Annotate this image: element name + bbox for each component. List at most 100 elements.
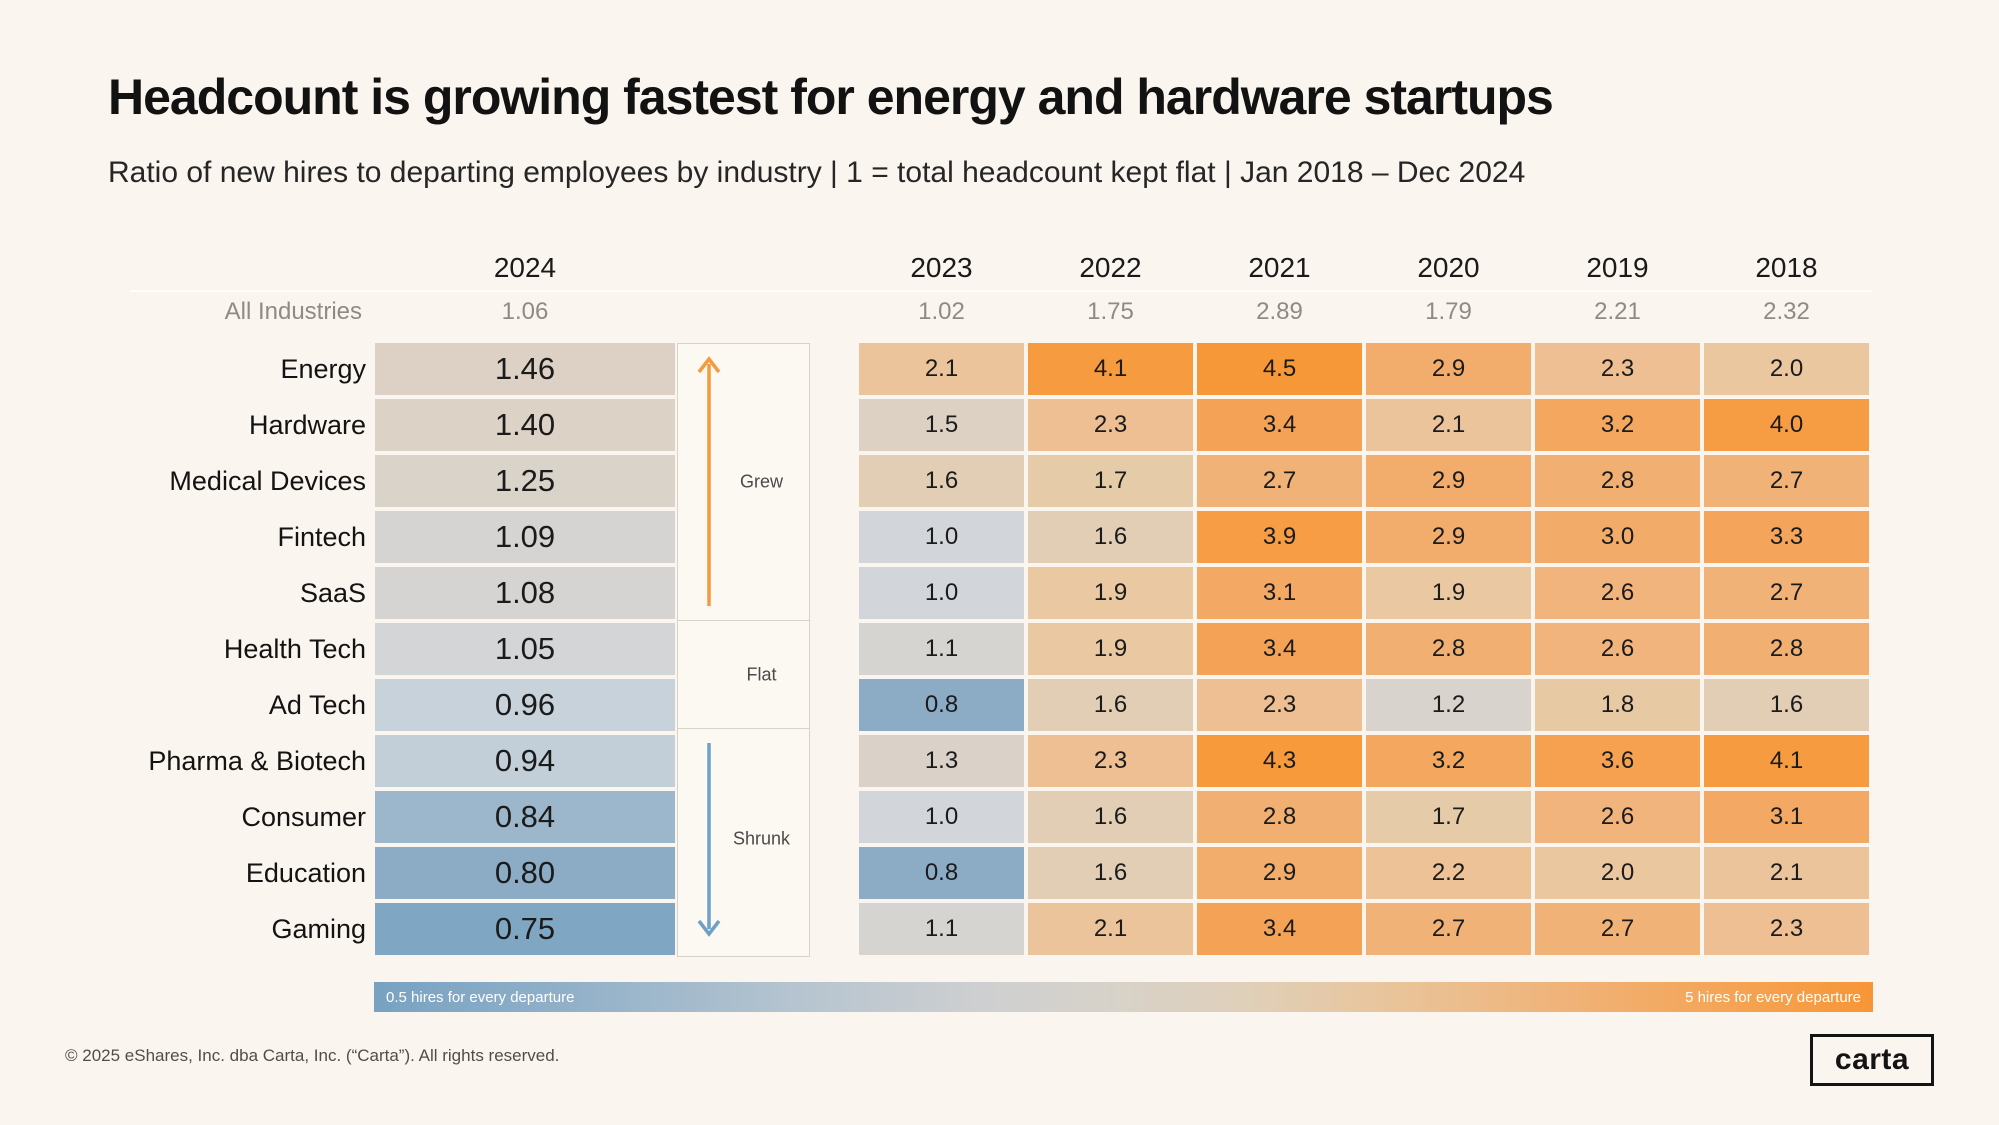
cell-2024: 1.25 <box>375 455 675 507</box>
heatmap-cell: 3.2 <box>1535 399 1700 451</box>
heatmap-cell: 1.9 <box>1028 567 1193 619</box>
copyright-text: © 2025 eShares, Inc. dba Carta, Inc. (“C… <box>65 1046 560 1065</box>
heatmap-cell: 2.9 <box>1366 511 1531 563</box>
heatmap-cell: 4.5 <box>1197 343 1362 395</box>
legend-min-label: 0.5 hires for every departure <box>386 988 575 1006</box>
carta-logo-text: carta <box>1834 1043 1910 1076</box>
heatmap-cell: 2.1 <box>1028 903 1193 955</box>
heatmap-cell: 3.1 <box>1197 567 1362 619</box>
heatmap-cell: 1.1 <box>859 623 1024 675</box>
industry-label: Education <box>245 857 366 888</box>
heatmap-cell: 4.3 <box>1197 735 1362 787</box>
annotation-box: Grew Flat Shrunk <box>677 343 810 957</box>
heatmap-cell: 3.4 <box>1197 399 1362 451</box>
cell-2024: 0.75 <box>375 903 675 955</box>
page-subtitle: Ratio of new hires to departing employee… <box>108 156 1526 189</box>
heatmap-cell: 1.9 <box>1028 623 1193 675</box>
industry-labels: Energy Hardware Medical Devices Fintech SaaS… <box>40 343 366 959</box>
year-header: 2023 <box>910 252 973 283</box>
all-industries-2024-value: 1.06 <box>501 298 549 325</box>
year-headers: 2023 2022 2021 2020 2019 2018 <box>859 252 1869 284</box>
year-header: 2018 <box>1755 252 1818 283</box>
heatmap-cell: 1.0 <box>859 567 1024 619</box>
annotation-section-flat: Flat <box>678 620 809 728</box>
heatmap-grid: 2.1 4.1 4.5 2.9 2.3 2.0 1.5 2.3 3.4 2.1 3.2 4.0 1.6 1… <box>859 343 1869 955</box>
annotation-section-grew: Grew <box>678 344 809 620</box>
year-header: 2022 <box>1079 252 1142 283</box>
cell-2024: 1.46 <box>375 343 675 395</box>
heatmap-cell: 2.8 <box>1535 455 1700 507</box>
heatmap-cell: 0.8 <box>859 679 1024 731</box>
heatmap-cell: 1.7 <box>1366 791 1531 843</box>
industry-label: Energy <box>280 353 366 384</box>
heatmap-cell: 1.0 <box>859 511 1024 563</box>
annotation-label: Shrunk <box>732 828 791 848</box>
header-separator <box>130 290 1872 292</box>
heatmap-cell: 2.7 <box>1197 455 1362 507</box>
column-2024-cells: 1.46 1.40 1.25 1.09 1.08 1.05 0.96 0.94 0.84 0.80… <box>375 343 675 959</box>
heatmap-cell: 2.0 <box>1535 847 1700 899</box>
industry-label: Hardware <box>248 409 366 440</box>
heatmap-cell: 2.1 <box>1704 847 1869 899</box>
heatmap-cell: 1.6 <box>859 455 1024 507</box>
annotation-label: Flat <box>746 664 777 684</box>
cell-2024: 0.94 <box>375 735 675 787</box>
all-industries-value: 1.02 <box>918 298 965 325</box>
heatmap-cell: 2.2 <box>1366 847 1531 899</box>
heatmap-cell: 1.1 <box>859 903 1024 955</box>
heatmap-cell: 3.4 <box>1197 623 1362 675</box>
heatmap-cell: 1.0 <box>859 791 1024 843</box>
heatmap-cell: 3.6 <box>1535 735 1700 787</box>
heatmap-cell: 1.6 <box>1028 791 1193 843</box>
annotation-section-shrunk: Shrunk <box>678 728 809 948</box>
heatmap-cell: 2.9 <box>1366 455 1531 507</box>
year-header: 2020 <box>1417 252 1480 283</box>
heatmap-cell: 4.1 <box>1028 343 1193 395</box>
heatmap-cell: 3.1 <box>1704 791 1869 843</box>
all-industries-value: 2.32 <box>1763 298 1810 325</box>
year-header: 2021 <box>1248 252 1311 283</box>
down-arrow-icon <box>697 743 721 937</box>
heatmap-cell: 3.2 <box>1366 735 1531 787</box>
industry-label: Medical Devices <box>169 465 366 496</box>
heatmap-cell: 1.6 <box>1028 847 1193 899</box>
industry-label: Gaming <box>271 913 366 944</box>
heatmap-cell: 1.6 <box>1028 511 1193 563</box>
all-industries-value: 1.79 <box>1425 298 1472 325</box>
heatmap-cell: 2.7 <box>1704 567 1869 619</box>
heatmap-cell: 1.2 <box>1366 679 1531 731</box>
heatmap-cell: 3.4 <box>1197 903 1362 955</box>
heatmap-cell: 2.1 <box>859 343 1024 395</box>
all-industries-value: 2.89 <box>1256 298 1303 325</box>
industry-label: Ad Tech <box>268 689 366 720</box>
legend-max-label: 5 hires for every departure <box>1685 988 1861 1006</box>
all-industries-value: 1.75 <box>1087 298 1134 325</box>
heatmap-cell: 2.3 <box>1028 735 1193 787</box>
heatmap-cell: 2.6 <box>1535 567 1700 619</box>
cell-2024: 1.09 <box>375 511 675 563</box>
heatmap-cell: 0.8 <box>859 847 1024 899</box>
year-header-2024: 2024 <box>493 252 557 283</box>
cell-2024: 0.80 <box>375 847 675 899</box>
heatmap-cell: 2.7 <box>1535 903 1700 955</box>
page-title: Headcount is growing fastest for energy … <box>108 69 1554 125</box>
heatmap-cell: 1.7 <box>1028 455 1193 507</box>
heatmap-cell: 4.1 <box>1704 735 1869 787</box>
heatmap-cell: 2.3 <box>1028 399 1193 451</box>
heatmap-cell: 4.0 <box>1704 399 1869 451</box>
all-industries-values: 1.02 1.75 2.89 1.79 2.21 2.32 <box>859 298 1869 326</box>
cell-2024: 1.40 <box>375 399 675 451</box>
cell-2024: 0.84 <box>375 791 675 843</box>
heatmap-cell: 2.7 <box>1704 455 1869 507</box>
industry-label: SaaS <box>299 577 366 608</box>
heatmap-cell: 1.8 <box>1535 679 1700 731</box>
heatmap-cell: 2.8 <box>1366 623 1531 675</box>
industry-label: Pharma & Biotech <box>148 745 366 776</box>
heatmap-cell: 2.9 <box>1197 847 1362 899</box>
heatmap-cell: 2.3 <box>1535 343 1700 395</box>
heatmap-cell: 2.9 <box>1366 343 1531 395</box>
cell-2024: 1.08 <box>375 567 675 619</box>
heatmap-cell: 1.5 <box>859 399 1024 451</box>
heatmap-cell: 2.7 <box>1366 903 1531 955</box>
